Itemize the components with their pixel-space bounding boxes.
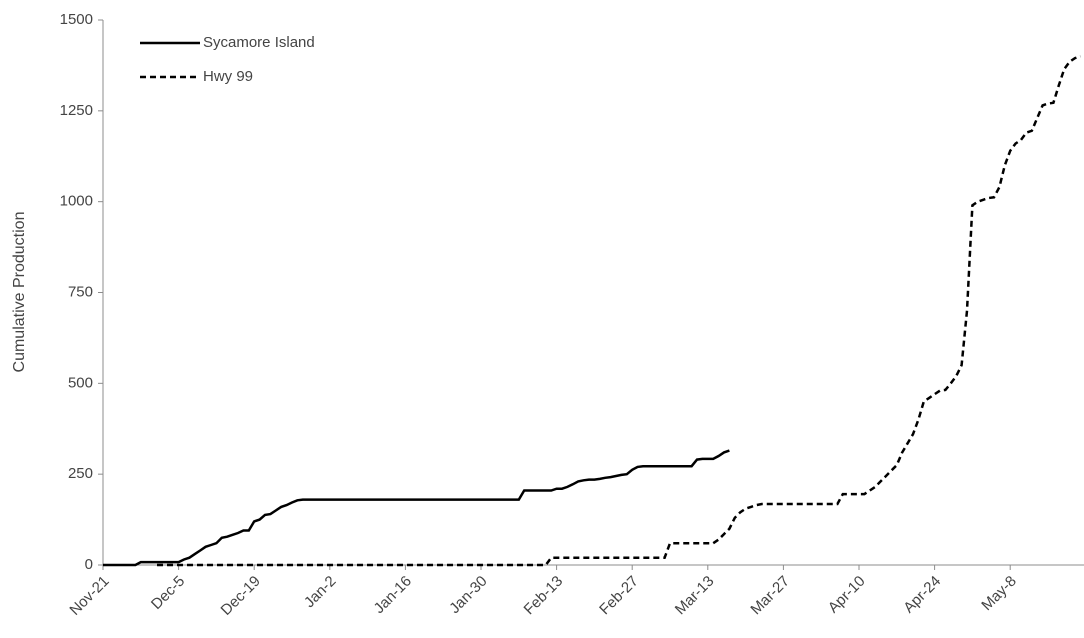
y-tick-label: 1250 xyxy=(60,102,93,119)
y-tick-label: 0 xyxy=(85,556,93,573)
x-tick-label: Dec-5 xyxy=(148,573,188,613)
y-tick-label: 1500 xyxy=(60,11,93,28)
x-tick-label: Feb-27 xyxy=(596,573,642,619)
y-tick-label: 750 xyxy=(68,283,93,300)
x-tick-label: Jan-16 xyxy=(371,573,415,617)
y-tick-label: 250 xyxy=(68,465,93,482)
y-tick-label: 1000 xyxy=(60,193,93,210)
x-tick-label: Apr-10 xyxy=(825,573,869,617)
series-line xyxy=(157,55,1081,567)
legend-label: Sycamore Island xyxy=(203,34,315,51)
x-tick-label: Mar-13 xyxy=(672,573,718,619)
x-tick-label: Feb-13 xyxy=(521,573,567,619)
y-axis-title: Cumulative Production xyxy=(11,212,28,373)
x-tick-label: Jan-2 xyxy=(301,573,340,612)
x-tick-label: Dec-19 xyxy=(218,573,264,619)
x-tick-label: May-8 xyxy=(978,573,1019,614)
x-tick-label: Apr-24 xyxy=(900,573,944,617)
x-tick-label: Nov-21 xyxy=(66,573,112,619)
legend-label: Hwy 99 xyxy=(203,68,253,85)
series-line xyxy=(103,449,730,567)
x-tick-label: Mar-27 xyxy=(747,573,793,619)
x-tick-label: Jan-30 xyxy=(446,573,490,617)
y-tick-label: 500 xyxy=(68,374,93,391)
